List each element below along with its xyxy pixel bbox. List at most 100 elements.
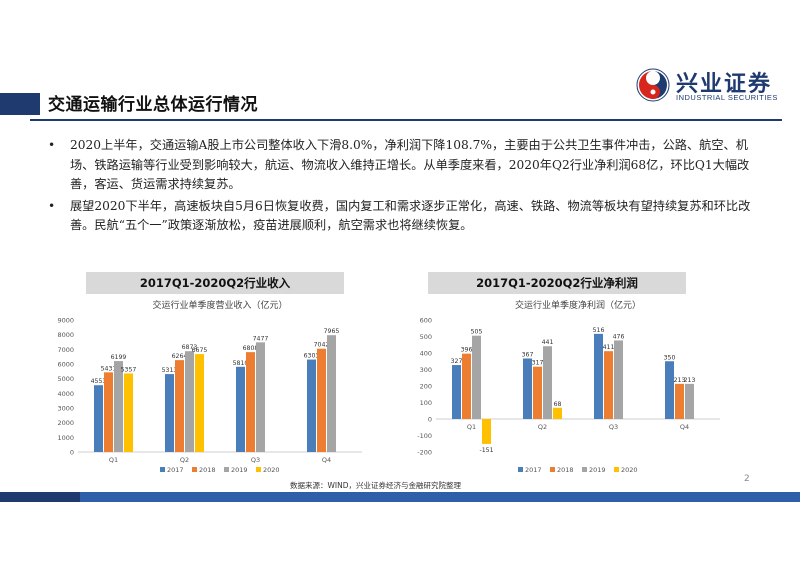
data-label: 505 xyxy=(471,329,483,336)
data-label: 5357 xyxy=(121,366,137,373)
y-tick-label: 3000 xyxy=(57,405,74,413)
logo-text-cn: 兴业证券 xyxy=(676,72,773,97)
data-label: 7042 xyxy=(314,342,330,349)
logo-text-en: INDUSTRIAL SECURITIES xyxy=(676,93,778,102)
data-label: 6303 xyxy=(304,353,320,360)
category-label: Q4 xyxy=(322,456,331,464)
legend-swatch xyxy=(256,467,261,472)
data-label: 213 xyxy=(684,377,696,384)
category-label: Q2 xyxy=(538,423,547,431)
legend-swatch xyxy=(192,467,197,472)
data-label: 396 xyxy=(461,347,473,354)
bar xyxy=(94,385,103,452)
data-label: 327 xyxy=(451,358,463,365)
legend-label: 2020 xyxy=(263,466,280,474)
bar xyxy=(604,351,613,419)
y-tick-label: 0 xyxy=(428,416,432,424)
legend-label: 2019 xyxy=(589,466,606,474)
bar xyxy=(104,372,113,452)
bottom-band xyxy=(0,492,800,502)
bullet-item: • 展望2020下半年，高速板块自5月6日恢复收费，国内复工和需求逐步正常化，高… xyxy=(48,197,770,236)
data-label: 411 xyxy=(603,344,615,351)
bar xyxy=(317,348,326,452)
category-label: Q1 xyxy=(467,423,476,431)
y-tick-label: 500 xyxy=(420,333,432,341)
y-tick-label: -100 xyxy=(417,432,432,440)
data-label: 516 xyxy=(593,327,605,334)
bullet-item: • 2020上半年，交通运输A股上市公司整体收入下滑8.0%，净利润下降108.… xyxy=(48,136,770,195)
data-label: 350 xyxy=(664,354,676,361)
bar xyxy=(553,407,562,419)
data-label: 4553 xyxy=(91,378,107,385)
bar xyxy=(462,353,471,419)
data-label: 5810 xyxy=(233,360,249,367)
y-tick-label: 8000 xyxy=(57,331,74,339)
legend-swatch xyxy=(224,467,229,472)
category-label: Q3 xyxy=(609,423,618,431)
bar xyxy=(523,358,532,419)
bar xyxy=(472,335,481,419)
title-accent-bar xyxy=(0,93,40,115)
page-number: 2 xyxy=(744,474,750,484)
y-tick-label: 200 xyxy=(420,383,432,391)
bullet-list: • 2020上半年，交通运输A股上市公司整体收入下滑8.0%，净利润下降108.… xyxy=(48,136,770,238)
y-tick-label: 7000 xyxy=(57,346,74,354)
bullet-text: 2020上半年，交通运输A股上市公司整体收入下滑8.0%，净利润下降108.7%… xyxy=(70,138,750,191)
chart-title: 交运行业单季度营业收入（亿元） xyxy=(152,299,287,311)
legend-label: 2018 xyxy=(557,466,574,474)
data-label: 6808 xyxy=(243,345,259,352)
data-label: 5313 xyxy=(162,367,178,374)
y-tick-label: 5000 xyxy=(57,375,74,383)
logo-emblem-icon xyxy=(636,68,670,102)
legend-label: 2017 xyxy=(525,466,542,474)
bar xyxy=(665,361,674,419)
bar xyxy=(543,346,552,419)
bar xyxy=(124,373,133,452)
y-tick-label: 300 xyxy=(420,366,432,374)
bar xyxy=(114,361,123,452)
data-label: 476 xyxy=(613,333,625,340)
legend-label: 2018 xyxy=(199,466,216,474)
profit-chart: 交运行业单季度净利润（亿元） -200 -100 0 100 200 300 400 500 60… xyxy=(417,299,720,474)
data-label: 6873 xyxy=(182,344,198,351)
data-label: 6199 xyxy=(111,354,127,361)
data-label: 6675 xyxy=(192,347,208,354)
chart-title: 交运行业单季度净利润（亿元） xyxy=(515,299,641,311)
data-label: 367 xyxy=(522,351,534,358)
bullet-text: 展望2020下半年，高速板块自5月6日恢复收费，国内复工和需求逐步正常化，高速、… xyxy=(70,198,751,233)
legend-label: 2017 xyxy=(167,466,184,474)
source-note: 数据来源：WIND，兴业证券经济与金融研究院整理 xyxy=(290,481,462,490)
y-tick-label: 2000 xyxy=(57,419,74,427)
y-tick-label: 400 xyxy=(420,350,432,358)
bar xyxy=(307,359,316,452)
bullet-dot: • xyxy=(48,138,56,152)
bar xyxy=(675,383,684,419)
legend-swatch xyxy=(550,467,555,472)
bullet-dot: • xyxy=(48,198,56,213)
title-underline xyxy=(30,119,782,121)
y-tick-label: 1000 xyxy=(57,434,74,442)
bottom-band-accent xyxy=(0,492,80,502)
profit-chart-header: 2017Q1-2020Q2行业净利润 xyxy=(428,272,686,294)
revenue-chart: 交运行业单季度营业收入（亿元） 0 1000 2000 3000 4000 5000 6000… xyxy=(57,299,362,474)
category-label: Q1 xyxy=(109,456,118,464)
legend-swatch xyxy=(614,467,619,472)
bar xyxy=(594,333,603,419)
data-label: 7477 xyxy=(253,335,269,342)
y-tick-label: 600 xyxy=(420,317,432,325)
data-label: -151 xyxy=(479,447,493,454)
bar xyxy=(452,365,461,419)
data-label: 7965 xyxy=(324,328,340,335)
y-tick-label: 4000 xyxy=(57,390,74,398)
data-label: 6264 xyxy=(172,353,188,360)
data-label: 441 xyxy=(542,339,554,346)
bar xyxy=(195,354,204,452)
revenue-chart-header: 2017Q1-2020Q2行业收入 xyxy=(86,272,344,294)
data-label: 213 xyxy=(674,377,686,384)
legend-swatch xyxy=(582,467,587,472)
y-tick-label: 6000 xyxy=(57,361,74,369)
data-label: 5431 xyxy=(101,365,117,372)
category-label: Q3 xyxy=(251,456,260,464)
y-tick-label: -200 xyxy=(417,449,432,457)
